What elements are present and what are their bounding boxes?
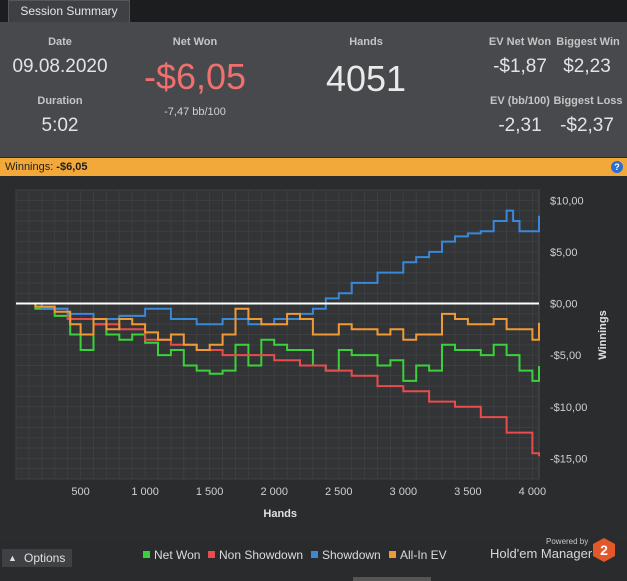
legend-label: Non Showdown	[219, 548, 304, 562]
biggest-loss-label: Biggest Loss	[553, 95, 623, 107]
tab-bar: Session Summary	[0, 0, 627, 22]
winnings-label: Winnings:	[5, 161, 54, 173]
x-tick-label: 2 000	[260, 486, 288, 498]
duration-value: 5:02	[41, 115, 79, 136]
y-axis-title: Winnings	[597, 310, 609, 359]
legend-item-all-in-ev[interactable]: All-In EV	[389, 548, 447, 562]
net-won-bb: -7,47 bb/100	[164, 106, 226, 118]
winnings-bar: Winnings: -$6,05 ?	[0, 158, 627, 176]
legend-swatch	[311, 551, 318, 558]
x-axis-title: Hands	[263, 508, 297, 520]
y-tick-label: $0,00	[550, 299, 578, 311]
hands-label: Hands	[349, 36, 383, 48]
ev-bb-value: -2,31	[498, 115, 542, 136]
legend-label: All-In EV	[400, 548, 447, 562]
x-tick-label: 2 500	[325, 486, 353, 498]
series-line-showdown	[16, 209, 540, 326]
date-value: 09.08.2020	[12, 56, 108, 77]
legend-item-showdown[interactable]: Showdown	[311, 548, 381, 562]
legend-item-non-showdown[interactable]: Non Showdown	[208, 548, 303, 562]
session-summary-panel: Date 09.08.2020 Duration 5:02 Net Won -$…	[0, 22, 627, 157]
footer: ▲ Options Net Won Non Showdown Showdown …	[0, 537, 627, 581]
net-won-label: Net Won	[172, 36, 218, 48]
ev-bb-label: EV (bb/100)	[490, 95, 550, 107]
x-tick-label: 1 500	[196, 486, 224, 498]
legend-swatch	[389, 551, 396, 558]
y-tick-label: $5,00	[550, 247, 578, 259]
net-won-value: -$6,05	[143, 56, 247, 97]
series-line-non-showdown	[16, 302, 540, 457]
winnings-chart: $10,00 $5,00 $0,00 -$5,00 -$10,00 -$15,00 500 1…	[0, 176, 627, 541]
series-line-all-in-ev	[16, 302, 540, 351]
holdem-manager-logo: 2	[593, 538, 615, 562]
biggest-win-value: $2,23	[563, 56, 611, 77]
powered-by: Powered by	[546, 537, 589, 546]
date-label: Date	[48, 36, 72, 48]
chevron-up-icon: ▲	[8, 553, 17, 563]
tab-session-summary[interactable]: Session Summary	[8, 0, 130, 22]
ev-net-won-value: -$1,87	[493, 56, 547, 77]
horizontal-scrollbar[interactable]	[353, 577, 431, 581]
legend-item-net-won[interactable]: Net Won	[143, 548, 200, 562]
hands-value: 4051	[325, 58, 407, 99]
biggest-win-label: Biggest Win	[556, 36, 620, 48]
x-tick-label: 500	[71, 486, 89, 498]
biggest-loss-value: -$2,37	[560, 115, 614, 136]
y-tick-label: $10,00	[550, 195, 584, 207]
x-tick-label: 4 000	[519, 486, 547, 498]
winnings-value: -$6,05	[56, 161, 88, 173]
legend-label: Net Won	[154, 548, 201, 562]
winnings-chart-svg: $10,00 $5,00 $0,00 -$5,00 -$10,00 -$15,00 500 1…	[15, 189, 609, 520]
y-tick-label: -$10,00	[550, 402, 587, 414]
brand-name: Hold'em Manager	[490, 546, 593, 561]
x-tick-label: 3 500	[454, 486, 482, 498]
x-tick-label: 3 000	[390, 486, 418, 498]
x-tick-label: 1 000	[131, 486, 159, 498]
help-icon[interactable]: ?	[611, 161, 623, 173]
duration-label: Duration	[37, 95, 83, 107]
series-line-net-won	[16, 302, 540, 382]
y-tick-label: -$15,00	[550, 453, 587, 465]
ev-net-won-label: EV Net Won	[488, 36, 552, 48]
legend-label: Showdown	[322, 548, 381, 562]
legend-swatch	[208, 551, 215, 558]
winnings-title: Winnings: -$6,05	[5, 158, 88, 176]
options-label: Options	[24, 551, 66, 565]
legend-swatch	[143, 551, 150, 558]
options-button[interactable]: ▲ Options	[2, 549, 72, 567]
y-tick-label: -$5,00	[550, 350, 581, 362]
